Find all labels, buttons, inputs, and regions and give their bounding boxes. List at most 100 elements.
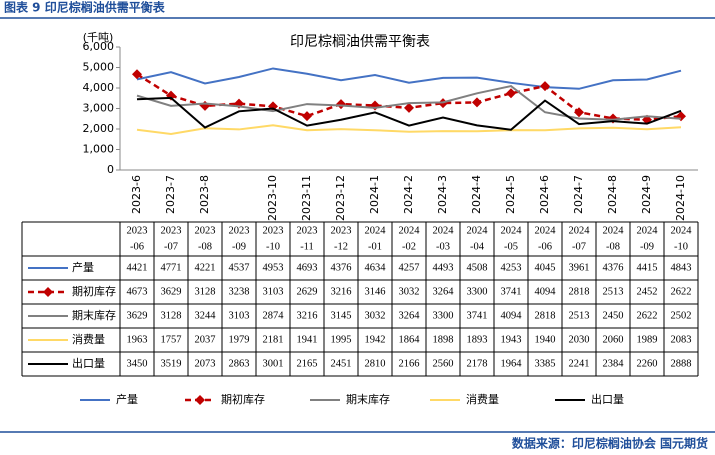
table-cell: 4493 bbox=[433, 262, 454, 273]
table-header: 2023 bbox=[297, 225, 318, 236]
table-cell: 2181 bbox=[263, 334, 284, 345]
table-header: -01 bbox=[368, 241, 382, 252]
table-cell: 2818 bbox=[569, 286, 590, 297]
table-cell: 2260 bbox=[637, 358, 658, 369]
table-header: 2024 bbox=[467, 225, 489, 236]
legend-marker bbox=[43, 287, 53, 297]
table-cell: 2622 bbox=[671, 286, 692, 297]
table-cell: 2629 bbox=[297, 286, 318, 297]
table-header: 2024 bbox=[433, 225, 455, 236]
table-row-label: 期末库存 bbox=[72, 308, 116, 322]
marker bbox=[370, 100, 380, 111]
table-cell: 2178 bbox=[467, 358, 488, 369]
legend-label: 期末库存 bbox=[346, 392, 390, 406]
table-cell: 1942 bbox=[365, 334, 386, 345]
table-cell: 2451 bbox=[331, 358, 352, 369]
legend-label: 出口量 bbox=[591, 392, 624, 406]
table-header: 2024 bbox=[535, 225, 557, 236]
x-tick-label: 2024-3 bbox=[436, 175, 449, 214]
table-header: 2023 bbox=[229, 225, 250, 236]
legend-label: 产量 bbox=[116, 392, 138, 406]
legend-marker bbox=[195, 395, 205, 405]
table-cell: 2037 bbox=[195, 334, 216, 345]
table-cell: 3264 bbox=[433, 286, 455, 297]
y-tick-label: 1,000 bbox=[83, 143, 115, 156]
x-tick-label: 2023-10 bbox=[266, 175, 279, 221]
table-cell: 4421 bbox=[127, 262, 148, 273]
table-cell: 3103 bbox=[263, 286, 284, 297]
marker bbox=[132, 69, 142, 80]
table-cell: 4673 bbox=[127, 286, 148, 297]
y-tick-label: 0 bbox=[107, 163, 114, 176]
table-header: -09 bbox=[640, 241, 654, 252]
x-tick-label: 2024-4 bbox=[470, 175, 483, 214]
table-cell: 1893 bbox=[467, 334, 488, 345]
table-header: -10 bbox=[266, 241, 280, 252]
table-cell: 2513 bbox=[603, 286, 624, 297]
table-cell: 2888 bbox=[671, 358, 692, 369]
table-cell: 1963 bbox=[127, 334, 148, 345]
y-tick-label: 4,000 bbox=[83, 81, 115, 94]
table-cell: 2513 bbox=[569, 310, 590, 321]
table-header: -08 bbox=[606, 241, 620, 252]
table-cell: 2165 bbox=[297, 358, 318, 369]
table-cell: 4045 bbox=[535, 262, 556, 273]
table-header: -11 bbox=[300, 241, 314, 252]
table-cell: 2810 bbox=[365, 358, 386, 369]
table-header: 2023 bbox=[263, 225, 284, 236]
marker bbox=[574, 107, 584, 118]
marker bbox=[302, 111, 312, 122]
table-header: 2024 bbox=[671, 225, 693, 236]
table-cell: 2083 bbox=[671, 334, 692, 345]
table-cell: 3519 bbox=[161, 358, 182, 369]
source: 数据来源：印尼棕榈油协会 国元期货 bbox=[512, 436, 708, 451]
chart-title: 印尼棕榈油供需平衡表 bbox=[290, 34, 430, 50]
table-cell: 3145 bbox=[331, 310, 352, 321]
table-header: -10 bbox=[674, 241, 688, 252]
table-header: 2023 bbox=[161, 225, 182, 236]
table-header: -07 bbox=[164, 241, 178, 252]
marker bbox=[540, 81, 550, 92]
table-cell: 3238 bbox=[229, 286, 250, 297]
table-cell: 3300 bbox=[467, 286, 488, 297]
table-cell: 2502 bbox=[671, 310, 692, 321]
table-header: -08 bbox=[198, 241, 212, 252]
table-cell: 3244 bbox=[195, 310, 217, 321]
table-cell: 1940 bbox=[535, 334, 556, 345]
table-header: -05 bbox=[504, 241, 518, 252]
table-row-label: 期初库存 bbox=[72, 284, 116, 298]
table-header: -09 bbox=[232, 241, 246, 252]
table-cell: 3128 bbox=[195, 286, 216, 297]
table-cell: 2241 bbox=[569, 358, 590, 369]
x-tick-label: 2023-7 bbox=[164, 175, 177, 214]
table-cell: 3216 bbox=[331, 286, 352, 297]
marker bbox=[506, 88, 516, 99]
table-cell: 3128 bbox=[161, 310, 182, 321]
table-cell: 4508 bbox=[467, 262, 488, 273]
table-cell: 1995 bbox=[331, 334, 352, 345]
table-cell: 4221 bbox=[195, 262, 216, 273]
table-cell: 4415 bbox=[637, 262, 658, 273]
series-line bbox=[136, 96, 682, 131]
table-cell: 1941 bbox=[297, 334, 318, 345]
table-header: 2024 bbox=[501, 225, 523, 236]
table-cell: 3103 bbox=[229, 310, 250, 321]
table-cell: 4953 bbox=[263, 262, 284, 273]
x-tick-label: 2023-8 bbox=[198, 175, 211, 214]
x-tick-label: 2023-11 bbox=[300, 175, 313, 221]
table-cell: 2073 bbox=[195, 358, 216, 369]
table-header: 2023 bbox=[127, 225, 148, 236]
table-cell: 3741 bbox=[501, 286, 522, 297]
y-tick-label: 6,000 bbox=[83, 40, 115, 53]
table-cell: 3001 bbox=[263, 358, 284, 369]
legend-label: 期初库存 bbox=[221, 392, 265, 406]
table-cell: 4843 bbox=[671, 262, 692, 273]
table-header: -07 bbox=[572, 241, 586, 252]
x-tick-label: 2024-7 bbox=[572, 175, 585, 214]
table-cell: 3032 bbox=[399, 286, 420, 297]
series-line bbox=[136, 84, 682, 121]
y-tick-label: 2,000 bbox=[83, 122, 115, 135]
table-cell: 4094 bbox=[535, 286, 557, 297]
x-tick-label: 2024-6 bbox=[538, 175, 551, 214]
